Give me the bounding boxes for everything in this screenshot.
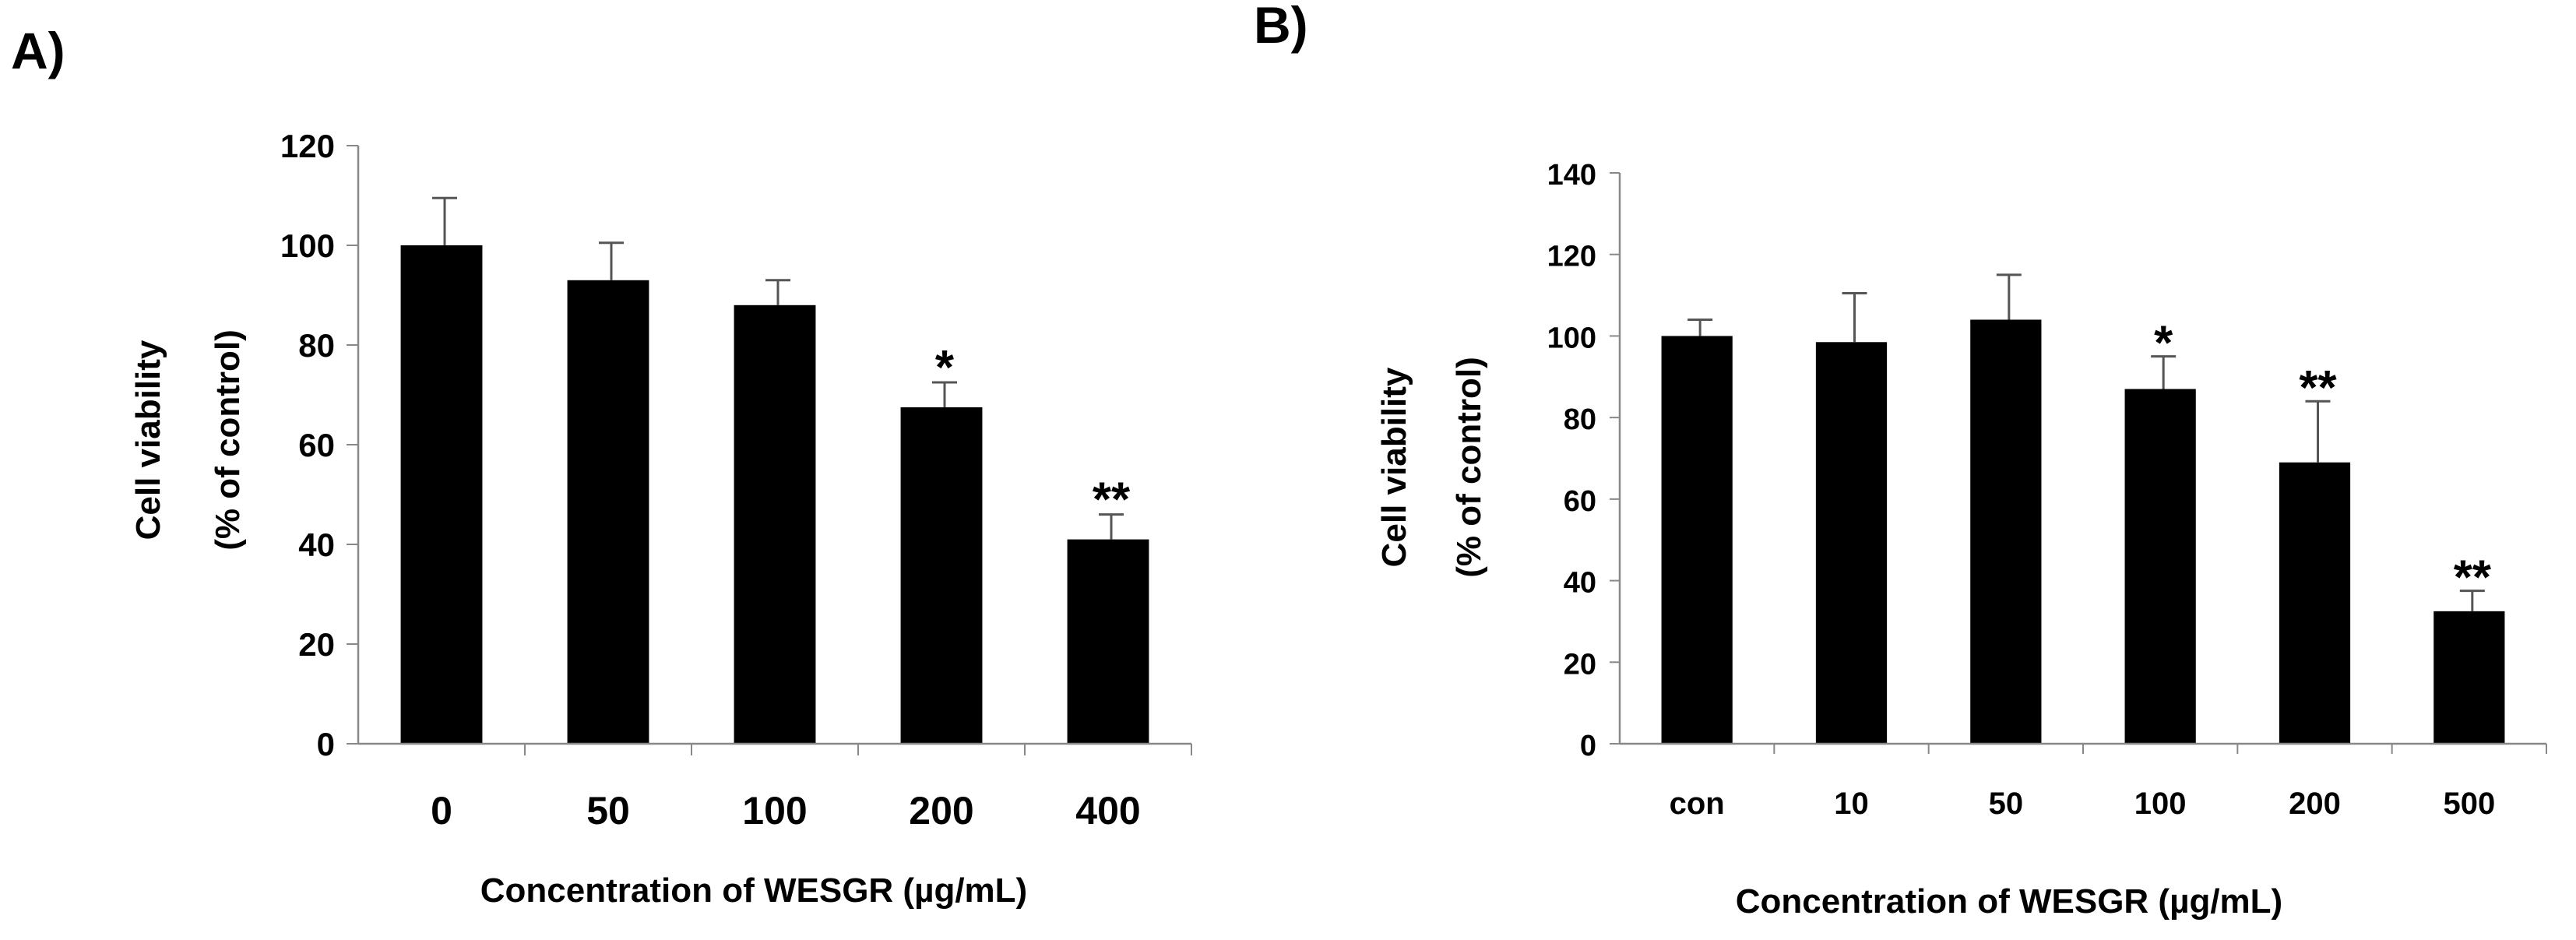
panel-a-y-axis-label-line1: Cell viability	[129, 340, 167, 540]
y-tick-label-120: 120	[1547, 241, 1596, 273]
significance-mark-200: *	[935, 341, 955, 395]
x-tick-label-400: 400	[1075, 789, 1140, 833]
panel-a-y-ticks: 0 20 40 60 80 100 120	[280, 128, 335, 762]
error-bar-200	[932, 381, 957, 407]
x-tick-label-100: 100	[2134, 787, 2187, 821]
y-tick-label-100: 100	[1547, 322, 1596, 354]
panel-a-significance: ***	[935, 341, 1131, 527]
panel-a-x-axis-label: Concentration of WESGR (µg/mL)	[480, 871, 1027, 910]
significance-mark-100: *	[2154, 317, 2173, 371]
significance-mark-200: **	[2299, 361, 2337, 415]
y-tick-label-120: 120	[280, 128, 335, 164]
y-tick-label-60: 60	[298, 427, 335, 463]
panel-b-significance: *****	[2154, 317, 2492, 605]
bar-200	[2279, 462, 2351, 744]
panel-b-letter: B)	[1254, 0, 1308, 54]
bar-con	[1661, 336, 1733, 744]
x-tick-label-50: 50	[586, 789, 630, 833]
error-bar-500	[2459, 590, 2485, 611]
x-tick-label-100: 100	[742, 789, 807, 833]
x-tick-label-10: 10	[1834, 787, 1869, 821]
panel-b-y-axis-label-line2: (% of control)	[1450, 357, 1488, 578]
panel-b-x-axis-label: Concentration of WESGR (µg/mL)	[1736, 882, 2282, 921]
x-tick-label-200: 200	[909, 789, 973, 833]
error-bar-10	[1842, 291, 1867, 343]
error-bar-50	[599, 241, 624, 280]
bar-50	[567, 280, 649, 744]
significance-mark-500: **	[2454, 551, 2492, 605]
y-tick-label-20: 20	[1564, 648, 1596, 681]
panel-a-axes	[347, 145, 1192, 755]
x-tick-label-50: 50	[1989, 787, 2024, 821]
panel-b-error-bars	[1687, 273, 2485, 611]
panel-b-y-axis-label-line1: Cell viability	[1375, 367, 1413, 567]
panel-b-bars	[1661, 319, 2505, 745]
panel-a-y-axis-label: Cell viability (% of control)	[129, 329, 247, 551]
y-tick-label-60: 60	[1564, 485, 1596, 518]
error-bar-0	[432, 196, 457, 245]
error-bar-50	[1996, 273, 2022, 320]
y-tick-label-0: 0	[1580, 730, 1596, 762]
y-tick-label-140: 140	[1547, 159, 1596, 192]
error-bar-100	[2151, 355, 2177, 389]
bar-400	[1067, 539, 1149, 744]
significance-mark-400: **	[1093, 474, 1131, 527]
panel-b-y-ticks: 0 20 40 60 80 100 120 140	[1547, 159, 1596, 762]
bar-500	[2433, 611, 2505, 744]
y-tick-label-80: 80	[1564, 403, 1596, 436]
panel-b-axes	[1610, 172, 2547, 754]
y-tick-label-40: 40	[298, 526, 335, 563]
panel-a-error-bars	[432, 196, 1124, 540]
y-tick-label-20: 20	[298, 626, 335, 663]
panel-a-letter: A)	[11, 22, 65, 79]
x-tick-label-0: 0	[431, 789, 452, 833]
panel-a-bars	[400, 245, 1149, 744]
y-tick-label-40: 40	[1564, 567, 1596, 600]
bar-10	[1815, 342, 1888, 745]
bar-200	[900, 407, 983, 744]
bar-100	[2124, 389, 2196, 744]
panel-a-x-ticks: 0 50 100 200 400	[431, 789, 1141, 833]
x-tick-label-con: con	[1670, 787, 1725, 821]
y-tick-label-0: 0	[317, 726, 335, 762]
panel-b-x-ticks: con 10 50 100 200 500	[1670, 787, 2496, 821]
error-bar-con	[1687, 318, 1713, 336]
bar-100	[734, 305, 816, 744]
x-tick-label-200: 200	[2289, 787, 2341, 821]
error-bar-200	[2305, 400, 2331, 463]
panel-a-y-axis-label-line2: (% of control)	[209, 329, 247, 551]
y-tick-label-100: 100	[280, 227, 335, 264]
error-bar-400	[1099, 513, 1124, 540]
bar-0	[400, 245, 483, 744]
panel-b-y-axis-label: Cell viability (% of control)	[1375, 357, 1488, 578]
bar-50	[1970, 319, 2042, 744]
error-bar-100	[765, 279, 790, 305]
x-tick-label-500: 500	[2443, 787, 2495, 821]
y-tick-label-80: 80	[298, 327, 335, 364]
